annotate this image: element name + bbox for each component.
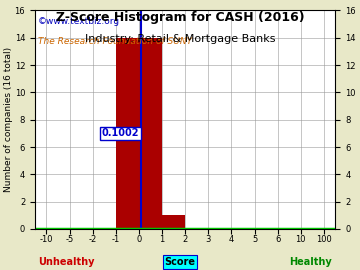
Text: The Research Foundation of SUNY: The Research Foundation of SUNY [38,37,192,46]
Text: ©www.textbiz.org: ©www.textbiz.org [38,17,120,26]
Text: Z-Score Histogram for CASH (2016): Z-Score Histogram for CASH (2016) [56,11,304,24]
Text: Unhealthy: Unhealthy [39,257,95,267]
Text: Score: Score [165,257,195,267]
Bar [162,215,185,229]
Bar [116,38,162,229]
Text: Healthy: Healthy [289,257,332,267]
Text: Industry: Retail & Mortgage Banks: Industry: Retail & Mortgage Banks [85,34,275,44]
Y-axis label: Number of companies (16 total): Number of companies (16 total) [4,47,13,192]
Text: 0.1002: 0.1002 [102,128,139,138]
